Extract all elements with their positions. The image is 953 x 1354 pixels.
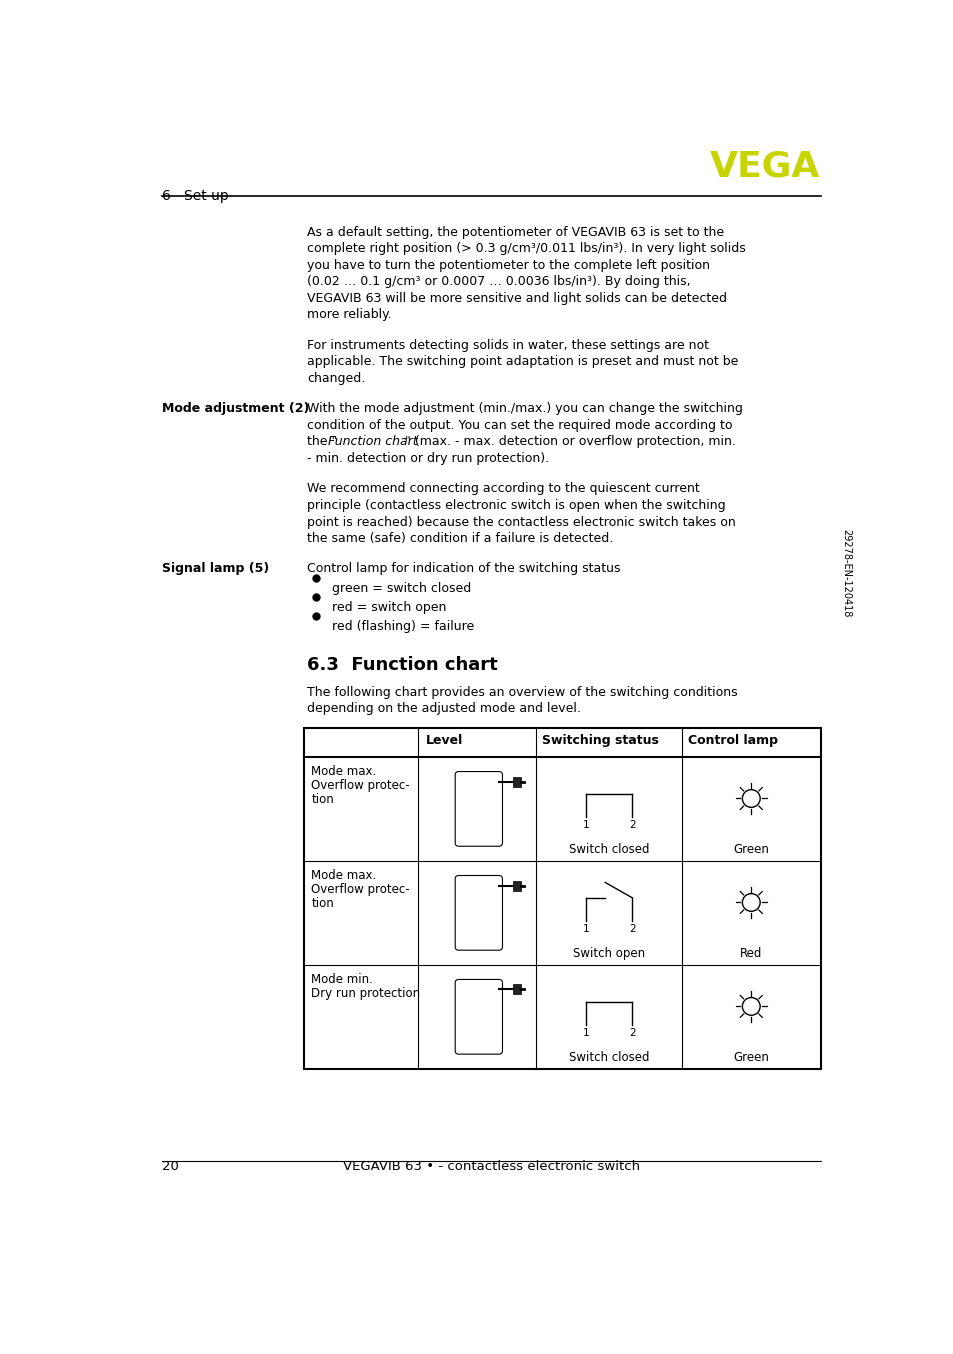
Text: Switching status: Switching status: [542, 734, 659, 747]
Text: 29278-EN-120418: 29278-EN-120418: [841, 529, 850, 617]
Text: applicable. The switching point adaptation is preset and must not be: applicable. The switching point adaptati…: [307, 355, 738, 368]
Text: Mode max.: Mode max.: [311, 869, 376, 881]
Text: Switch open: Switch open: [573, 946, 644, 960]
Text: Red: Red: [740, 946, 761, 960]
Text: Mode min.: Mode min.: [311, 974, 373, 986]
Text: tion: tion: [311, 896, 334, 910]
Text: Overflow protec-: Overflow protec-: [311, 883, 410, 896]
Text: Mode max.: Mode max.: [311, 765, 376, 779]
Text: VEGAVIB 63 will be more sensitive and light solids can be detected: VEGAVIB 63 will be more sensitive and li…: [307, 292, 726, 305]
Bar: [513, 881, 520, 891]
Text: 20: 20: [162, 1160, 178, 1173]
Text: 2: 2: [628, 821, 635, 830]
Text: Switch closed: Switch closed: [568, 1051, 649, 1064]
Text: The following chart provides an overview of the switching conditions: The following chart provides an overview…: [307, 685, 737, 699]
Text: the ": the ": [307, 436, 336, 448]
Text: Signal lamp (5): Signal lamp (5): [162, 562, 269, 575]
Text: red (flashing) = failure: red (flashing) = failure: [332, 620, 474, 632]
Text: Green: Green: [733, 1051, 768, 1064]
Text: the same (safe) condition if a failure is detected.: the same (safe) condition if a failure i…: [307, 532, 613, 546]
Text: VEGA: VEGA: [709, 149, 820, 183]
Text: Control lamp for indication of the switching status: Control lamp for indication of the switc…: [307, 562, 619, 575]
Text: We recommend connecting according to the quiescent current: We recommend connecting according to the…: [307, 482, 699, 496]
FancyBboxPatch shape: [460, 880, 497, 945]
Text: you have to turn the potentiometer to the complete left position: you have to turn the potentiometer to th…: [307, 259, 709, 272]
Text: Overflow protec-: Overflow protec-: [311, 779, 410, 792]
Text: Dry run protection: Dry run protection: [311, 987, 420, 999]
Text: As a default setting, the potentiometer of VEGAVIB 63 is set to the: As a default setting, the potentiometer …: [307, 226, 723, 238]
Text: tion: tion: [311, 792, 334, 806]
Text: condition of the output. You can set the required mode according to: condition of the output. You can set the…: [307, 418, 732, 432]
Text: 1: 1: [582, 1028, 589, 1039]
Text: - min. detection or dry run protection).: - min. detection or dry run protection).: [307, 452, 548, 464]
Bar: [303, 728, 820, 1070]
Text: Switch closed: Switch closed: [568, 842, 649, 856]
Text: VEGAVIB 63 • - contactless electronic switch: VEGAVIB 63 • - contactless electronic sw…: [342, 1160, 639, 1173]
Text: principle (contactless electronic switch is open when the switching: principle (contactless electronic switch…: [307, 500, 724, 512]
FancyBboxPatch shape: [460, 800, 497, 841]
FancyBboxPatch shape: [455, 772, 502, 846]
Text: point is reached) because the contactless electronic switch takes on: point is reached) because the contactles…: [307, 516, 735, 528]
Text: 1: 1: [582, 821, 589, 830]
Text: 6   Set up: 6 Set up: [162, 188, 229, 203]
Text: complete right position (> 0.3 g/cm³/0.011 lbs/in³). In very light solids: complete right position (> 0.3 g/cm³/0.0…: [307, 242, 744, 255]
Text: green = switch closed: green = switch closed: [332, 582, 471, 596]
Text: Level: Level: [426, 734, 463, 747]
Text: 6.3  Function chart: 6.3 Function chart: [307, 657, 497, 674]
Text: red = switch open: red = switch open: [332, 601, 445, 613]
Text: 2: 2: [628, 923, 635, 934]
Bar: [513, 777, 520, 787]
Text: Control lamp: Control lamp: [687, 734, 778, 747]
Text: " (max. - max. detection or overflow protection, min.: " (max. - max. detection or overflow pro…: [405, 436, 736, 448]
Text: Green: Green: [733, 842, 768, 856]
FancyBboxPatch shape: [455, 979, 502, 1055]
Text: 1: 1: [582, 923, 589, 934]
Bar: [513, 984, 520, 994]
Text: depending on the adjusted mode and level.: depending on the adjusted mode and level…: [307, 703, 580, 715]
Text: With the mode adjustment (min./max.) you can change the switching: With the mode adjustment (min./max.) you…: [307, 402, 741, 416]
FancyBboxPatch shape: [455, 876, 502, 951]
Text: Mode adjustment (2): Mode adjustment (2): [162, 402, 309, 416]
Text: 2: 2: [628, 1028, 635, 1039]
Text: changed.: changed.: [307, 372, 365, 385]
Text: Function chart: Function chart: [328, 436, 416, 448]
Text: more reliably.: more reliably.: [307, 309, 391, 321]
Text: For instruments detecting solids in water, these settings are not: For instruments detecting solids in wate…: [307, 338, 708, 352]
Text: (0.02 … 0.1 g/cm³ or 0.0007 … 0.0036 lbs/in³). By doing this,: (0.02 … 0.1 g/cm³ or 0.0007 … 0.0036 lbs…: [307, 275, 690, 288]
FancyBboxPatch shape: [460, 988, 497, 1049]
